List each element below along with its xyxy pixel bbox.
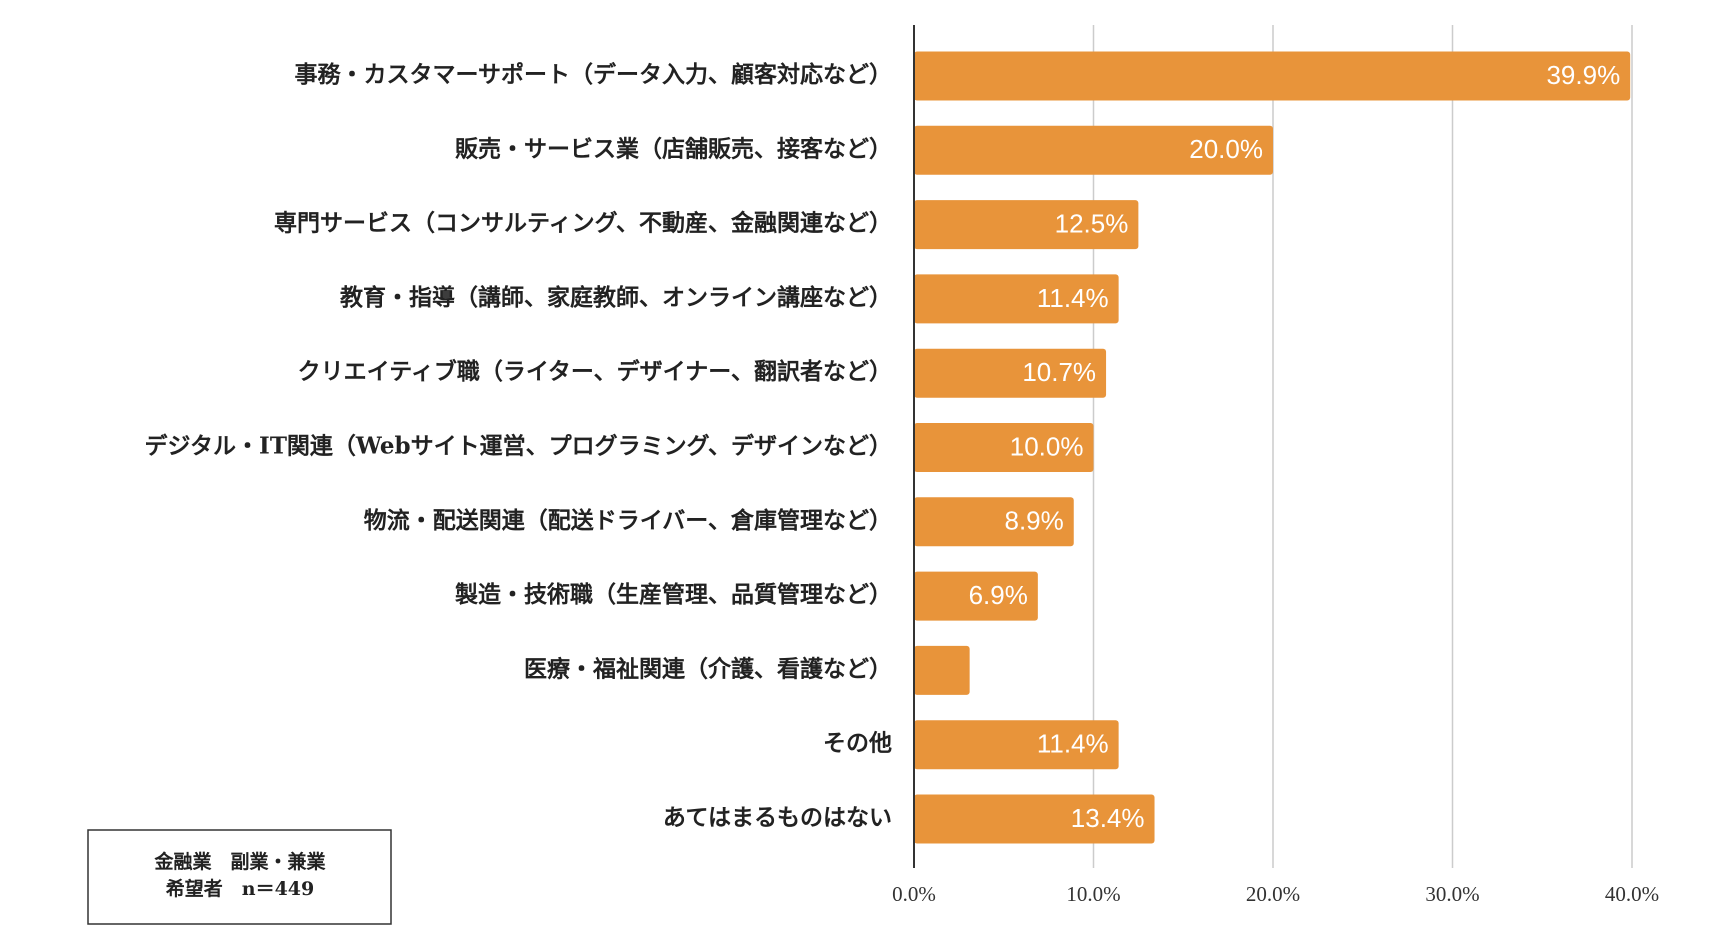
x-tick-label: 20.0% [1246,882,1300,906]
bar [914,348,1107,398]
value-label: 10.0% [1010,431,1084,461]
y-tick-label: デジタル・IT関連（Webサイト運営、プログラミング、デザインなど） [145,433,892,460]
y-tick-label: 販売・サービス業（店舗販売、接客など） [455,135,892,162]
x-tick-label: 0.0% [892,882,936,906]
y-tick-label: 教育・指導（講師、家庭教師、オンライン講座など） [340,284,892,311]
value-label: 12.5% [1055,208,1129,238]
y-tick-label: あてはまるものはない [663,804,892,831]
bar [914,794,1155,844]
y-tick-label: 物流・配送関連（配送ドライバー、倉庫管理など） [364,507,892,534]
y-tick-label: 専門サービス（コンサルティング、不動産、金融関連など） [274,210,892,237]
bar [914,125,1273,175]
bar [914,645,970,695]
bar [914,274,1119,324]
value-label: 10.7% [1022,357,1096,387]
y-tick-label: クリエイティブ職（ライター、デザイナー、翻訳者など） [298,358,892,385]
value-label: 6.9% [969,580,1028,610]
value-label: 11.4% [1037,729,1109,759]
bar [914,51,1631,101]
value-label: 13.4% [1071,803,1145,833]
y-tick-label: その他 [823,730,892,757]
y-tick-label: 医療・福祉関連（介護、看護など） [524,655,892,682]
y-tick-label: 事務・カスタマーサポート（データ入力、顧客対応など） [294,61,892,88]
x-tick-label: 10.0% [1066,882,1120,906]
bar [914,200,1139,250]
y-tick-label: 製造・技術職（生産管理、品質管理など） [454,581,892,608]
note-line: 希望者 n＝449 [166,877,314,900]
note-box [87,829,392,925]
x-tick-label: 40.0% [1605,882,1659,906]
value-label: 39.9% [1546,60,1620,90]
value-label: 20.0% [1189,134,1263,164]
bar [914,571,1038,621]
bar [914,497,1074,547]
note-line: 金融業 副業・兼業 [153,850,326,873]
bar [914,720,1119,770]
bar [914,423,1094,472]
value-label: 8.9% [1004,506,1063,536]
value-label: 11.4% [1037,283,1109,313]
x-tick-label: 30.0% [1425,882,1479,906]
